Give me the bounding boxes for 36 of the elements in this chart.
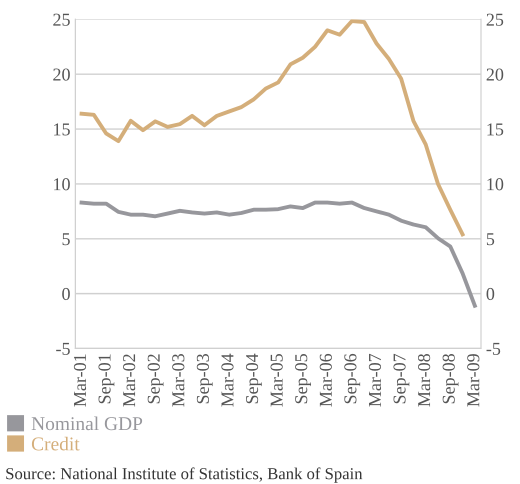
y-tick-label: 25: [53, 14, 70, 26]
x-tick-label: Mar-01: [74, 354, 86, 407]
x-tick-label: Mar-02: [123, 354, 136, 407]
x-tick-label: Mar-07: [368, 354, 382, 407]
y2-tick-label: 10: [487, 178, 504, 190]
x-tick-label: Mar-09: [467, 354, 480, 407]
x-tick-label: Mar-08: [418, 354, 430, 407]
y2-tick-label: 15: [487, 123, 504, 136]
legend-label: Nominal GDP: [32, 416, 142, 430]
x-tick-label: Sep-02: [148, 354, 164, 404]
y-tick-label: 0: [62, 288, 70, 300]
y2-tick-label: 0: [486, 288, 494, 300]
x-tick-label: Sep-03: [196, 354, 213, 404]
x-tick-label: Mar-03: [172, 354, 184, 407]
legend-label: Credit: [32, 436, 80, 450]
x-tick-label: Mar-05: [270, 354, 283, 407]
y-tick-label: 10: [54, 178, 70, 190]
x-tick-label: Sep-06: [344, 354, 360, 404]
y2-tick-label: 25: [486, 14, 504, 26]
y-tick-label: -5: [56, 342, 70, 355]
x-tick-label: Mar-06: [320, 354, 332, 407]
line-series: [80, 200, 477, 308]
line-series: [80, 19, 465, 236]
x-tick-label: Sep-05: [295, 354, 311, 404]
y-tick-label: 5: [62, 233, 70, 246]
source-note: Source: National Institute of Statistics, Bank of Spain: [6, 467, 362, 483]
y2-tick-label: 5: [486, 233, 494, 246]
y-tick-label: 15: [54, 123, 70, 136]
x-tick-label: Sep-01: [98, 354, 114, 404]
y2-tick-label: -5: [486, 342, 500, 355]
y2-tick-label: 20: [486, 68, 504, 81]
x-tick-label: Sep-04: [246, 354, 262, 404]
y-tick-label: 20: [53, 68, 70, 81]
x-tick-label: Sep-07: [393, 354, 410, 404]
x-tick-label: Sep-08: [442, 354, 458, 404]
x-tick-label: Mar-04: [221, 354, 234, 407]
